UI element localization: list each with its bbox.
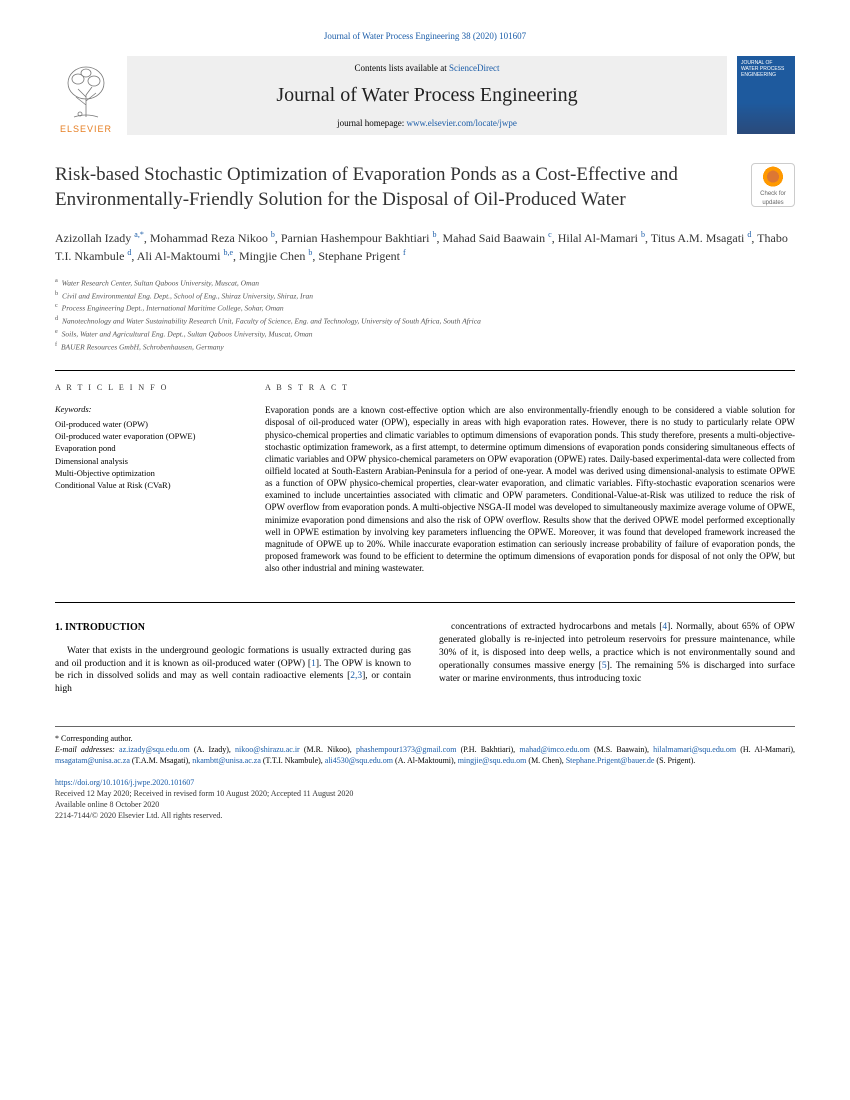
elsevier-tree-icon: [58, 59, 114, 121]
keywords-list: Oil-produced water (OPW)Oil-produced wat…: [55, 418, 230, 492]
cover-text2: Water Process Engineering: [741, 66, 791, 78]
journal-title: Journal of Water Process Engineering: [276, 82, 577, 109]
intro-para-2: concentrations of extracted hydrocarbons…: [439, 621, 795, 685]
keywords-label: Keywords:: [55, 404, 230, 415]
journal-banner: Contents lists available at ScienceDirec…: [127, 56, 727, 135]
column-left: 1. INTRODUCTION Water that exists in the…: [55, 621, 411, 696]
body-columns: 1. INTRODUCTION Water that exists in the…: [55, 621, 795, 696]
contents-line: Contents lists available at ScienceDirec…: [355, 62, 500, 74]
dates-line: Received 12 May 2020; Received in revise…: [55, 788, 795, 799]
elsevier-wordmark: ELSEVIER: [60, 123, 112, 135]
article-info-heading: A R T I C L E I N F O: [55, 383, 230, 394]
abstract-block: A B S T R A C T Evaporation ponds are a …: [265, 371, 795, 574]
copyright-line: 2214-7144/© 2020 Elsevier Ltd. All right…: [55, 810, 795, 821]
info-abstract-row: A R T I C L E I N F O Keywords: Oil-prod…: [55, 370, 795, 574]
journal-header: ELSEVIER Contents lists available at Sci…: [55, 56, 795, 135]
abstract-heading: A B S T R A C T: [265, 383, 795, 394]
check-updates-badge[interactable]: Check for updates: [751, 163, 795, 207]
authors: Azizollah Izady a,*, Mohammad Reza Nikoo…: [55, 229, 795, 266]
available-line: Available online 8 October 2020: [55, 799, 795, 810]
elsevier-logo: ELSEVIER: [55, 56, 117, 135]
corresponding-author: * Corresponding author.: [55, 733, 795, 744]
citation-line: Journal of Water Process Engineering 38 …: [55, 30, 795, 42]
affiliations: a Water Research Center, Sultan Qaboos U…: [55, 276, 795, 353]
intro-para-1: Water that exists in the underground geo…: [55, 645, 411, 696]
contents-prefix: Contents lists available at: [355, 63, 449, 73]
divider: [55, 602, 795, 603]
homepage-line: journal homepage: www.elsevier.com/locat…: [337, 117, 517, 129]
homepage-prefix: journal homepage:: [337, 118, 406, 128]
article-info: A R T I C L E I N F O Keywords: Oil-prod…: [55, 371, 230, 574]
article-title: Risk-based Stochastic Optimization of Ev…: [55, 163, 695, 212]
doi-link[interactable]: https://doi.org/10.1016/j.jwpe.2020.1016…: [55, 778, 194, 787]
footer: * Corresponding author. E-mail addresses…: [55, 726, 795, 821]
email-line: E-mail addresses: az.izady@squ.edu.om (A…: [55, 744, 795, 766]
homepage-link[interactable]: www.elsevier.com/locate/jwpe: [407, 118, 517, 128]
sciencedirect-link[interactable]: ScienceDirect: [449, 63, 499, 73]
journal-cover: Journal of Water Process Engineering: [737, 56, 795, 134]
abstract-text: Evaporation ponds are a known cost-effec…: [265, 404, 795, 574]
section-1-heading: 1. INTRODUCTION: [55, 621, 411, 635]
column-right: concentrations of extracted hydrocarbons…: [439, 621, 795, 696]
